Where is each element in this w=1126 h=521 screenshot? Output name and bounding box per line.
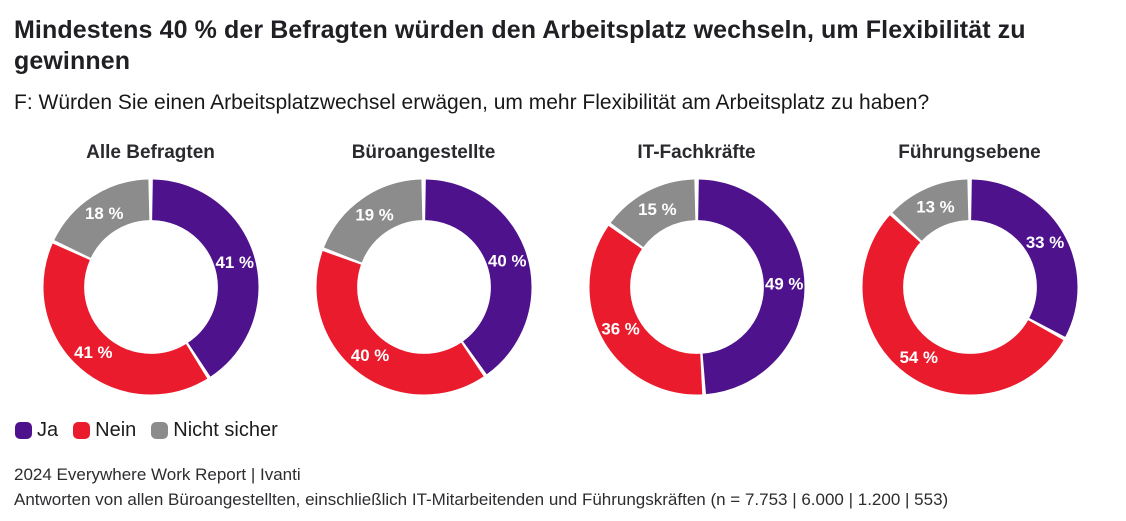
donut-plot: 40 % 40 % 19 % [315,178,533,396]
donut-charts-row: Alle Befragten 41 % 41 % 18 % Büroangestellt… [14,142,1112,396]
donut-segment-ja [315,179,532,395]
slice-value-label: 13 % [916,197,954,216]
donut-svg: 40 % 40 % 19 % [315,179,532,395]
slice-value-label: 40 % [350,346,388,365]
donut-plot: 49 % 36 % 15 % [588,178,806,396]
slice-value-label: 18 % [85,204,123,223]
slice-value-label: 40 % [488,252,526,271]
source-footer: 2024 Everywhere Work Report | Ivanti Ant… [14,462,1112,512]
donut-chart-führungsebene: Führungsebene 33 % 54 % 13 % [833,142,1106,396]
donut-segment-nein [42,179,259,395]
slice-value-label: 36 % [601,320,639,339]
donut-svg: 33 % 54 % 13 % [861,179,1078,395]
legend-swatch-icon [73,422,91,439]
slice-value-label: 33 % [1025,233,1063,252]
slice-value-label: 15 % [638,200,676,219]
donut-segment-nein [588,179,805,395]
slice-value-label: 19 % [355,206,393,225]
donut-segment-nein [315,179,532,395]
legend-item-nein: Nein [73,419,136,442]
legend-item-ja: Ja [15,419,58,442]
slice-value-label: 49 % [765,275,803,294]
donut-segment-ja [588,179,805,395]
legend-swatch-icon [15,422,32,439]
donut-plot: 41 % 41 % 18 % [42,178,260,396]
legend-label: Nicht sicher [173,419,278,441]
legend-label: Nein [95,419,137,441]
slice-value-label: 41 % [74,343,112,362]
survey-question: F: Würden Sie einen Arbeitsplatzwechsel … [14,91,930,114]
slice-value-label: 41 % [215,253,253,272]
page-title: Mindestens 40 % der Befragten würden den… [14,16,1026,75]
donut-segment-nein [861,179,1078,395]
chart-title: IT-Fachkräfte [637,142,756,163]
source-line: 2024 Everywhere Work Report | Ivanti [14,465,301,484]
chart-title: Büroangestellte [351,142,496,163]
donut-segment-ja [861,179,1078,395]
chart-title: Alle Befragten [86,142,215,163]
donut-chart-alle-befragten: Alle Befragten 41 % 41 % 18 % [14,142,287,396]
donut-plot: 33 % 54 % 13 % [861,178,1079,396]
donut-svg: 41 % 41 % 18 % [42,179,259,395]
chart-legend: Ja Nein Nicht sicher [14,419,1112,442]
donut-chart-büroangestellte: Büroangestellte 40 % 40 % 19 % [287,142,560,396]
donut-chart-it-fachkräfte: IT-Fachkräfte 49 % 36 % 15 % [560,142,833,396]
legend-item-nicht-sicher: Nicht sicher [151,419,278,442]
chart-title: Führungsebene [898,142,1041,163]
sample-size-line: Antworten von allen Büroangestellten, ei… [14,490,949,509]
legend-swatch-icon [151,422,169,439]
slice-value-label: 54 % [899,348,937,367]
donut-segment-ja [42,179,259,395]
legend-label: Ja [37,419,59,441]
donut-svg: 49 % 36 % 15 % [588,179,805,395]
